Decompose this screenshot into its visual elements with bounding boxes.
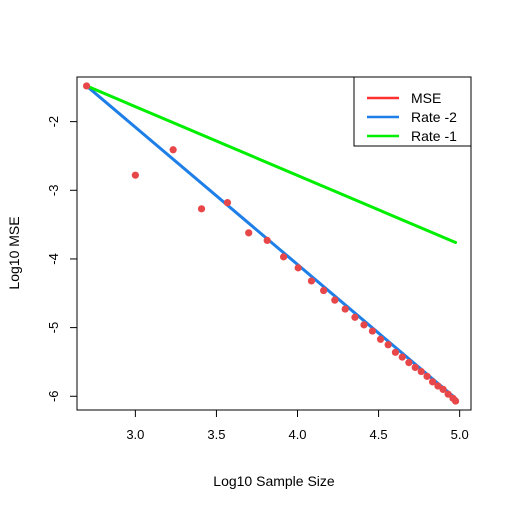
plot-frame xyxy=(76,76,472,411)
y-tick-label: -6 xyxy=(46,390,61,402)
data-point xyxy=(428,378,437,386)
legend-box xyxy=(353,76,472,147)
series-layer xyxy=(82,82,460,405)
series-line-rate--2 xyxy=(85,84,458,400)
data-point xyxy=(405,359,413,367)
data-point xyxy=(376,335,385,343)
data-point xyxy=(307,277,316,285)
data-point xyxy=(411,363,419,372)
x-tick-label: 5.0 xyxy=(451,427,469,442)
data-point xyxy=(444,390,452,398)
data-point xyxy=(434,382,442,390)
y-tick-label: -4 xyxy=(46,253,61,265)
data-point xyxy=(169,146,177,154)
legend-label: Rate -1 xyxy=(411,128,457,144)
data-point xyxy=(360,321,368,329)
data-point xyxy=(223,199,232,207)
x-axis-label: Log10 Sample Size xyxy=(213,473,335,489)
x-tick-label: 4.0 xyxy=(288,427,306,442)
data-point xyxy=(263,236,271,245)
y-tick-label: -2 xyxy=(46,116,61,128)
data-point xyxy=(245,229,253,237)
legend: MSE Rate -2 Rate -1 xyxy=(353,76,472,147)
series-line-rate--1 xyxy=(85,84,458,244)
data-point xyxy=(82,82,91,90)
data-point xyxy=(341,305,349,313)
data-point xyxy=(351,313,359,321)
data-point xyxy=(417,367,425,376)
data-point xyxy=(131,171,139,179)
data-point xyxy=(197,205,206,213)
x-tick-label: 3.5 xyxy=(207,427,225,442)
data-point xyxy=(279,253,288,261)
legend-label: MSE xyxy=(411,90,441,106)
data-point xyxy=(331,296,339,304)
data-point xyxy=(384,341,392,349)
axes-layer: 3.0 3.5 4.0 4.5 5.0 -6 -5 -4 -3 -2 xyxy=(46,76,472,442)
data-point xyxy=(320,286,328,295)
x-tick-label: 3.0 xyxy=(126,427,144,442)
data-point xyxy=(439,385,447,394)
data-point xyxy=(451,397,460,405)
x-tick-label: 4.5 xyxy=(370,427,388,442)
data-point xyxy=(423,372,431,380)
data-point xyxy=(398,353,406,361)
data-point xyxy=(368,327,377,335)
y-tick-label: -3 xyxy=(46,185,61,197)
data-point xyxy=(294,264,302,272)
legend-label: Rate -2 xyxy=(411,109,457,125)
data-point xyxy=(391,348,400,356)
y-tick-label: -5 xyxy=(46,322,61,334)
y-axis-label: Log10 MSE xyxy=(6,216,22,289)
